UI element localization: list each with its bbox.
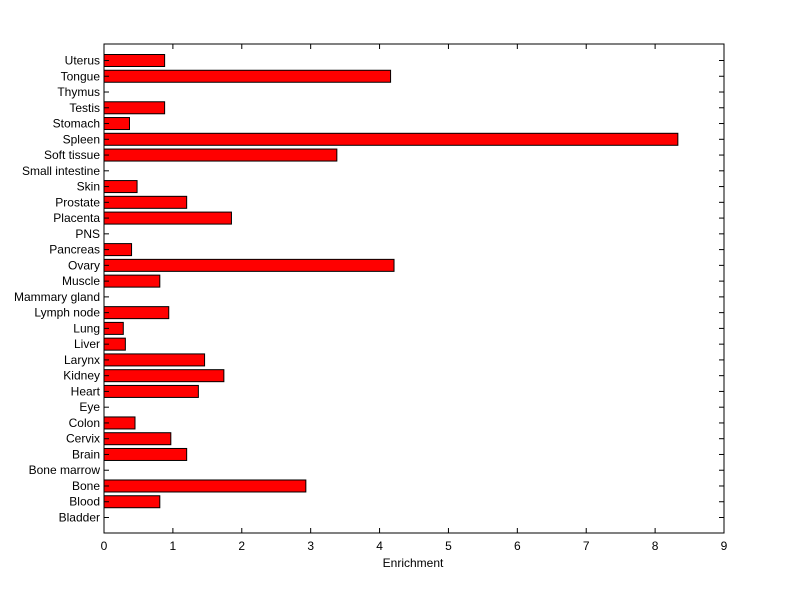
y-tick-label: Muscle [62, 274, 100, 288]
y-tick-label: Stomach [53, 117, 100, 131]
y-tick-label: Eye [79, 400, 100, 414]
bar-testis [104, 102, 165, 114]
x-tick-label: 0 [101, 539, 108, 553]
bar-heart [104, 385, 198, 397]
y-tick-label: Soft tissue [44, 148, 100, 162]
x-tick-label: 1 [170, 539, 177, 553]
y-tick-label: Thymus [57, 85, 100, 99]
bar-lymph-node [104, 307, 169, 319]
y-tick-label: Brain [72, 447, 100, 461]
bar-brain [104, 448, 187, 460]
x-tick-label: 8 [652, 539, 659, 553]
y-tick-label: Larynx [64, 353, 100, 367]
bar-tongue [104, 70, 391, 82]
y-tick-label: Mammary gland [14, 290, 100, 304]
y-tick-label: Bone [72, 479, 100, 493]
x-tick-label: 3 [307, 539, 314, 553]
bar-muscle [104, 275, 160, 287]
y-tick-label: Blood [69, 495, 100, 509]
x-axis-label: Enrichment [383, 556, 444, 570]
plot-area-frame [104, 44, 724, 533]
y-tick-label: Small intestine [22, 164, 100, 178]
y-tick-label: Bladder [59, 511, 100, 525]
bar-prostate [104, 196, 187, 208]
y-tick-label: Prostate [55, 195, 100, 209]
y-tick-label: Liver [74, 337, 100, 351]
bar-kidney [104, 370, 224, 382]
bar-bone [104, 480, 306, 492]
bar-uterus [104, 55, 165, 67]
y-tick-label: Colon [69, 416, 100, 430]
y-tick-label: Testis [69, 101, 100, 115]
x-tick-label: 4 [376, 539, 383, 553]
bar-ovary [104, 259, 394, 271]
y-tick-label: Skin [77, 180, 100, 194]
y-tick-label: Bone marrow [29, 463, 101, 477]
y-tick-label: Uterus [65, 54, 100, 68]
x-tick-label: 2 [238, 539, 245, 553]
y-tick-label: Cervix [66, 432, 100, 446]
y-tick-label: Ovary [68, 258, 100, 272]
x-tick-label: 9 [721, 539, 728, 553]
y-tick-label: Spleen [63, 132, 100, 146]
bar-spleen [104, 133, 678, 145]
x-tick-label: 6 [514, 539, 521, 553]
y-tick-label: Lymph node [34, 306, 100, 320]
x-tick-label: 7 [583, 539, 590, 553]
bar-placenta [104, 212, 231, 224]
y-tick-label: Lung [73, 321, 100, 335]
y-tick-label: Pancreas [49, 243, 100, 257]
y-tick-label: Heart [71, 384, 101, 398]
bar-soft-tissue [104, 149, 337, 161]
y-tick-label: Tongue [61, 69, 101, 83]
y-tick-label: Kidney [63, 369, 100, 383]
bar-cervix [104, 433, 171, 445]
x-tick-label: 5 [445, 539, 452, 553]
bar-blood [104, 496, 160, 508]
y-tick-label: Placenta [53, 211, 100, 225]
y-tick-label: PNS [75, 227, 100, 241]
bar-larynx [104, 354, 205, 366]
